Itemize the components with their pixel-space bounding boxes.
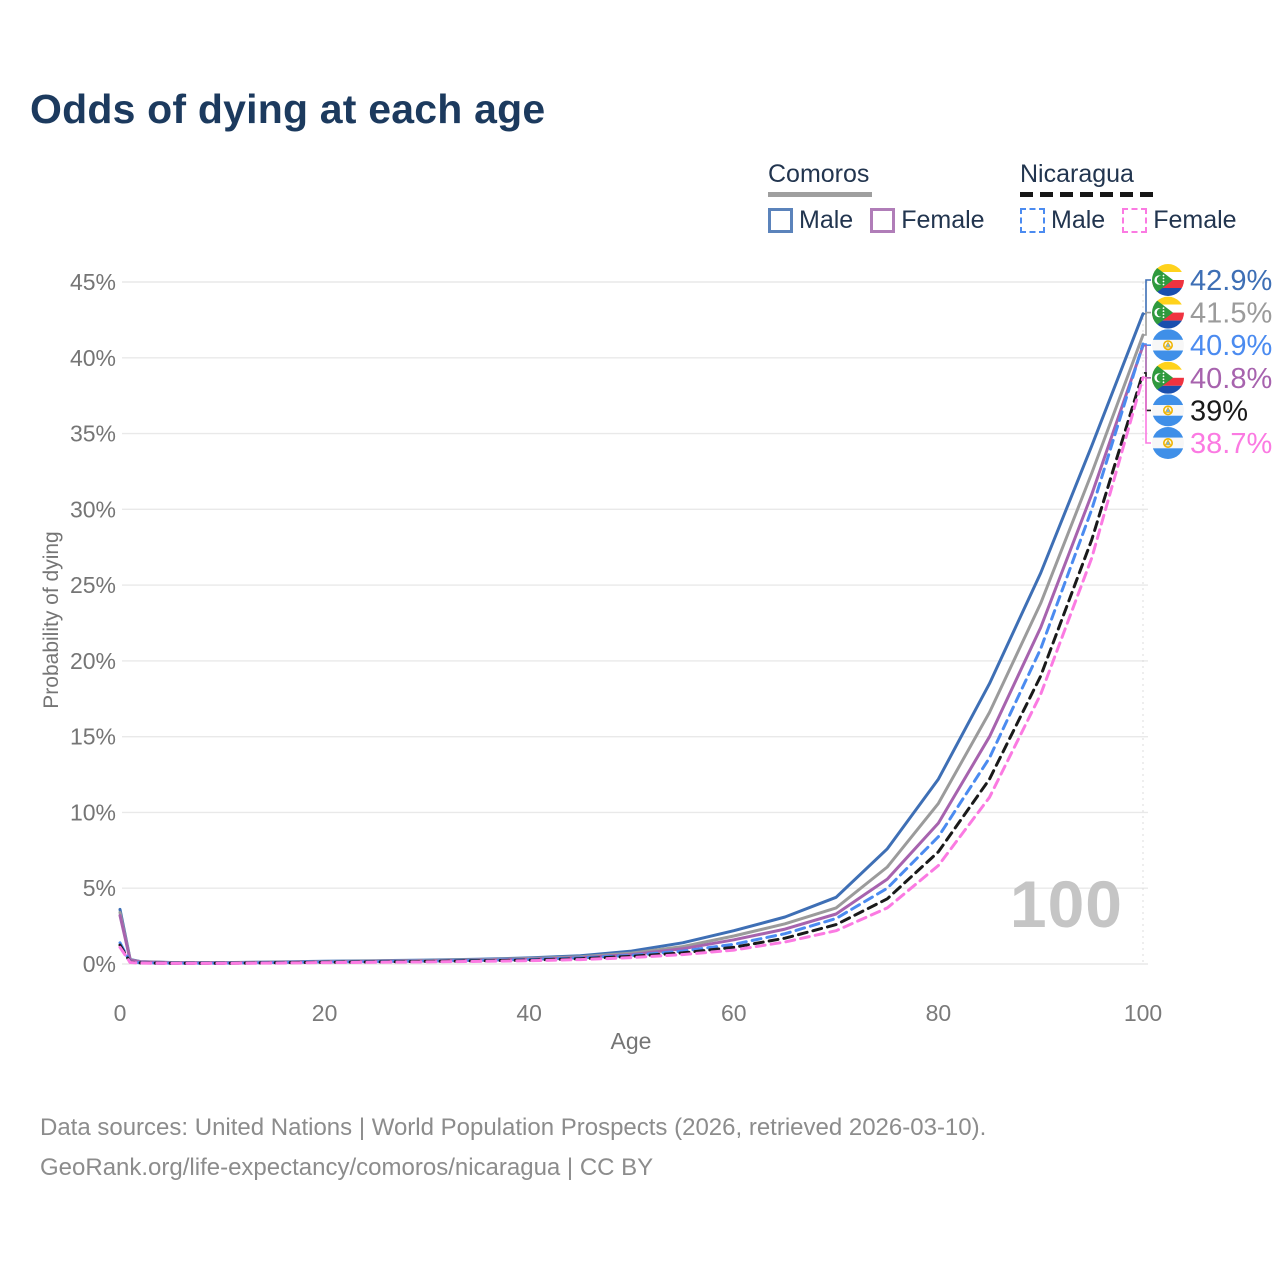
legend-swatch-nicaragua-female[interactable] bbox=[1122, 208, 1148, 233]
footer: Data sources: United Nations | World Pop… bbox=[40, 1108, 986, 1188]
y-tick-label: 45% bbox=[70, 269, 116, 295]
legend-label-nicaragua-male: Male bbox=[1051, 206, 1106, 234]
end-value-label-comoros-both: 41.5% bbox=[1190, 298, 1272, 330]
nicaragua-flag-icon bbox=[1152, 427, 1184, 459]
end-value-label-comoros-male: 42.9% bbox=[1190, 265, 1272, 297]
series-line-comoros-both[interactable] bbox=[118, 333, 1145, 965]
comoros-flag-icon bbox=[1152, 361, 1184, 394]
comoros-flag-icon bbox=[1152, 264, 1184, 296]
legend-label-comoros-female: Female bbox=[901, 206, 985, 234]
y-tick-label: 20% bbox=[70, 648, 116, 674]
x-tick-label: 0 bbox=[114, 1000, 127, 1026]
x-tick-label: 40 bbox=[516, 1000, 542, 1026]
legend-country-nicaragua: Nicaragua bbox=[1020, 160, 1134, 188]
end-value-label-nicaragua-both: 39% bbox=[1190, 395, 1248, 427]
x-tick-label: 100 bbox=[1124, 1000, 1162, 1026]
legend-swatch-comoros-male[interactable] bbox=[768, 208, 793, 233]
nicaragua-flag-icon bbox=[1152, 394, 1184, 427]
legend-swatch-nicaragua-male[interactable] bbox=[1020, 208, 1045, 233]
y-tick-label: 40% bbox=[70, 345, 116, 371]
nicaragua-line-style-sample bbox=[1020, 192, 1154, 197]
series-line-comoros-male[interactable] bbox=[118, 312, 1145, 965]
series-line-nicaragua-both[interactable] bbox=[118, 371, 1145, 965]
y-tick-label: 10% bbox=[70, 799, 116, 825]
label-leader-line bbox=[1144, 343, 1151, 346]
y-tick-label: 30% bbox=[70, 496, 116, 522]
comoros-flag-icon bbox=[1152, 296, 1184, 329]
nicaragua-flag-icon bbox=[1152, 329, 1184, 362]
y-tick-label: 0% bbox=[83, 951, 116, 977]
legend-group-comoros: Comoros Male Female bbox=[768, 160, 1002, 235]
end-value-label-nicaragua-male: 40.9% bbox=[1190, 330, 1272, 362]
legend: Comoros Male Female Nicaragua Male Femal… bbox=[0, 160, 1280, 240]
legend-group-nicaragua: Nicaragua Male Female bbox=[1020, 160, 1254, 235]
end-value-label-nicaragua-female: 38.7% bbox=[1190, 428, 1272, 460]
legend-label-nicaragua-female: Female bbox=[1153, 206, 1237, 234]
comoros-line-style-sample bbox=[768, 192, 872, 197]
legend-country-comoros: Comoros bbox=[768, 160, 870, 188]
y-tick-label: 25% bbox=[70, 572, 116, 598]
x-tick-label: 20 bbox=[312, 1000, 338, 1026]
y-tick-label: 5% bbox=[83, 875, 116, 901]
legend-swatch-comoros-female[interactable] bbox=[870, 208, 896, 233]
x-tick-label: 80 bbox=[926, 1000, 952, 1026]
series-line-comoros-female[interactable] bbox=[118, 344, 1145, 965]
series-line-nicaragua-male[interactable] bbox=[118, 342, 1145, 965]
y-tick-label: 35% bbox=[70, 421, 116, 447]
y-axis-title: Probability of dying bbox=[40, 531, 63, 709]
data-sources-text: Data sources: United Nations | World Pop… bbox=[40, 1114, 987, 1141]
series-line-nicaragua-female[interactable] bbox=[118, 376, 1145, 965]
age-counter-watermark: 100 bbox=[1009, 867, 1123, 941]
label-leader-line bbox=[1144, 344, 1151, 379]
label-leader-line bbox=[1144, 376, 1151, 444]
y-tick-label: 15% bbox=[70, 724, 116, 750]
x-axis-title: Age bbox=[610, 1028, 652, 1054]
attribution-text: GeoRank.org/life-expectancy/comoros/nica… bbox=[40, 1154, 654, 1181]
x-tick-label: 60 bbox=[721, 1000, 747, 1026]
page-title: Odds of dying at each age bbox=[30, 86, 546, 132]
legend-label-comoros-male: Male bbox=[799, 206, 854, 234]
label-leader-line bbox=[1144, 311, 1151, 336]
label-leader-line bbox=[1144, 279, 1151, 315]
end-value-label-comoros-female: 40.8% bbox=[1190, 363, 1272, 395]
